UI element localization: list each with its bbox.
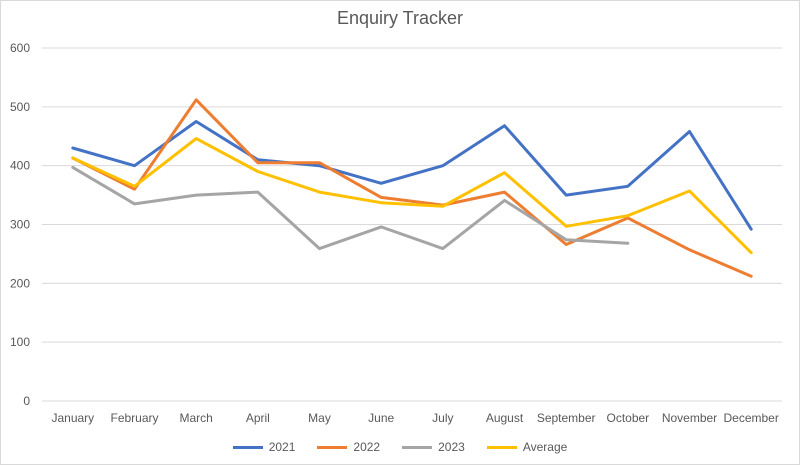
legend-label: 2021 <box>268 440 296 454</box>
x-tick-label: March <box>179 411 212 425</box>
legend-swatch <box>317 445 348 449</box>
legend-label: Average <box>522 440 568 454</box>
x-tick-label: May <box>308 411 331 425</box>
chart-title: Enquiry Tracker <box>336 8 464 28</box>
x-tick-label: November <box>662 411 717 425</box>
legend-item-2023: 2023 <box>402 440 465 454</box>
y-tick-label: 400 <box>10 159 30 173</box>
legend-label: 2023 <box>438 440 465 454</box>
x-tick-label: October <box>606 411 649 425</box>
legend-swatch <box>402 445 433 449</box>
y-tick-label: 300 <box>10 218 30 232</box>
series-line-average <box>71 137 753 255</box>
y-axis-ticks: 0 100 200 300 400 500 600 <box>10 41 30 408</box>
series-line-2021 <box>71 120 753 231</box>
x-axis-ticks: January February March April May June July Augu… <box>51 411 778 425</box>
gridlines <box>42 47 782 402</box>
y-tick-label: 200 <box>10 276 30 290</box>
x-tick-label: January <box>51 411 94 425</box>
legend-item-2022: 2022 <box>317 440 380 454</box>
series-lines <box>71 98 753 278</box>
legend: 2021 2022 2023 Average <box>0 440 800 454</box>
legend-item-2021: 2021 <box>232 440 296 454</box>
legend-swatch <box>486 445 517 449</box>
y-tick-label: 100 <box>10 335 30 349</box>
series-line-2023 <box>71 165 630 251</box>
x-tick-label: September <box>537 411 596 425</box>
y-tick-label: 500 <box>10 100 30 114</box>
legend-label: 2022 <box>353 440 381 454</box>
x-tick-label: December <box>723 411 778 425</box>
x-tick-label: June <box>368 411 394 425</box>
series-line-2022 <box>71 98 753 278</box>
x-tick-label: February <box>110 411 158 425</box>
x-tick-label: August <box>486 411 524 425</box>
x-tick-label: April <box>246 411 270 425</box>
legend-item-average: Average <box>486 440 568 454</box>
x-tick-label: July <box>432 411 453 425</box>
legend-swatch <box>232 445 263 449</box>
y-tick-label: 0 <box>23 394 30 408</box>
y-tick-label: 600 <box>10 41 30 55</box>
